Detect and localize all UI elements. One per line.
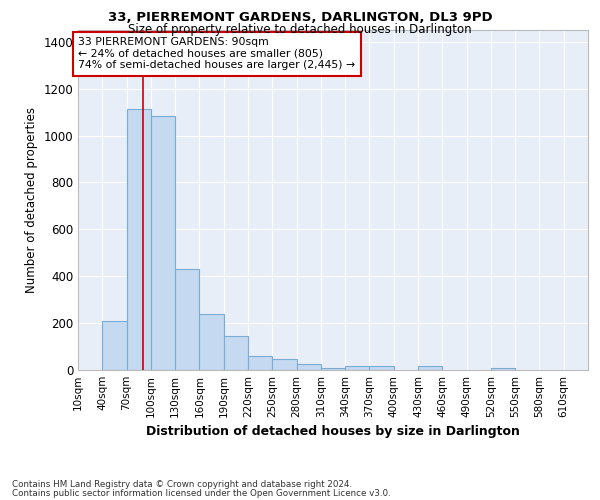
Bar	[321, 368, 345, 370]
Bar	[418, 366, 442, 370]
Text: Size of property relative to detached houses in Darlington: Size of property relative to detached ho…	[128, 22, 472, 36]
Bar	[345, 366, 370, 370]
Bar	[370, 366, 394, 370]
Bar	[248, 356, 272, 370]
Text: 33, PIERREMONT GARDENS, DARLINGTON, DL3 9PD: 33, PIERREMONT GARDENS, DARLINGTON, DL3 …	[107, 11, 493, 24]
Y-axis label: Number of detached properties: Number of detached properties	[25, 107, 38, 293]
Bar	[296, 364, 321, 370]
Bar	[102, 321, 127, 370]
Bar	[224, 336, 248, 370]
X-axis label: Distribution of detached houses by size in Darlington: Distribution of detached houses by size …	[146, 425, 520, 438]
Bar	[175, 269, 199, 370]
Bar	[491, 368, 515, 370]
Bar	[151, 116, 175, 370]
Text: Contains public sector information licensed under the Open Government Licence v3: Contains public sector information licen…	[12, 488, 391, 498]
Bar	[127, 108, 151, 370]
Bar	[199, 314, 224, 370]
Bar	[272, 360, 296, 370]
Text: Contains HM Land Registry data © Crown copyright and database right 2024.: Contains HM Land Registry data © Crown c…	[12, 480, 352, 489]
Text: 33 PIERREMONT GARDENS: 90sqm
← 24% of detached houses are smaller (805)
74% of s: 33 PIERREMONT GARDENS: 90sqm ← 24% of de…	[78, 37, 355, 70]
